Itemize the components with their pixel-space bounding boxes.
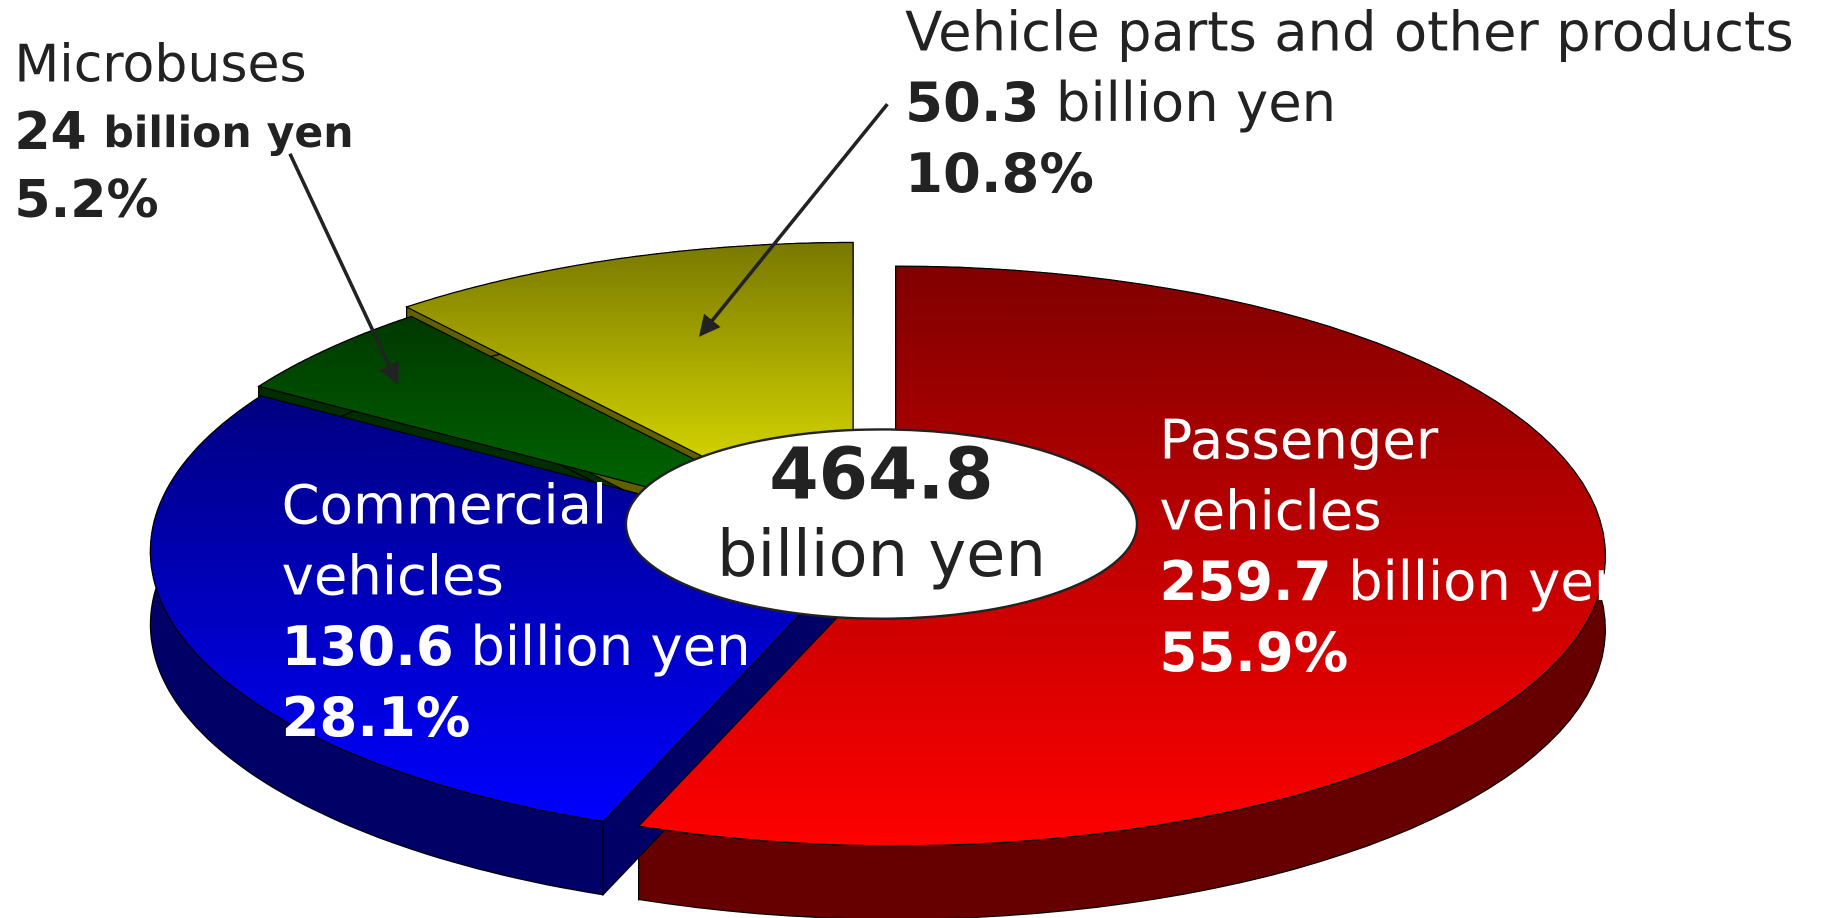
share-label: 5.2%	[14, 170, 158, 230]
category-label: Vehicle parts and other products	[905, 0, 1794, 64]
value-label: 130.6 billion yen	[282, 614, 751, 678]
share-label: 55.9%	[1159, 620, 1348, 684]
share-label: 28.1%	[282, 685, 471, 749]
arrow	[288, 153, 399, 385]
category-label: Commercial vehicles	[282, 473, 607, 608]
total-value: 464.8	[769, 433, 993, 516]
unit: billion yen	[103, 108, 353, 158]
value: 24	[14, 102, 86, 162]
category-label: Microbuses	[14, 34, 306, 94]
value-label: 259.7 billion yen	[1159, 549, 1628, 613]
share-label: 10.8%	[905, 141, 1094, 205]
value: 130.6	[282, 614, 454, 678]
arrow	[698, 102, 889, 337]
unit: billion yen	[1348, 549, 1628, 613]
value: 259.7	[1159, 549, 1331, 613]
value: 50.3	[905, 70, 1039, 134]
total-unit: billion yen	[717, 518, 1046, 592]
unit: billion yen	[1056, 70, 1336, 134]
unit: billion yen	[470, 614, 750, 678]
center-ellipse	[624, 428, 1139, 620]
value-label: 50.3 billion yen	[905, 70, 1336, 134]
value-label: 24 billion yen	[14, 102, 353, 162]
category-label: Passenger vehicles	[1159, 408, 1438, 543]
slice	[149, 395, 862, 823]
